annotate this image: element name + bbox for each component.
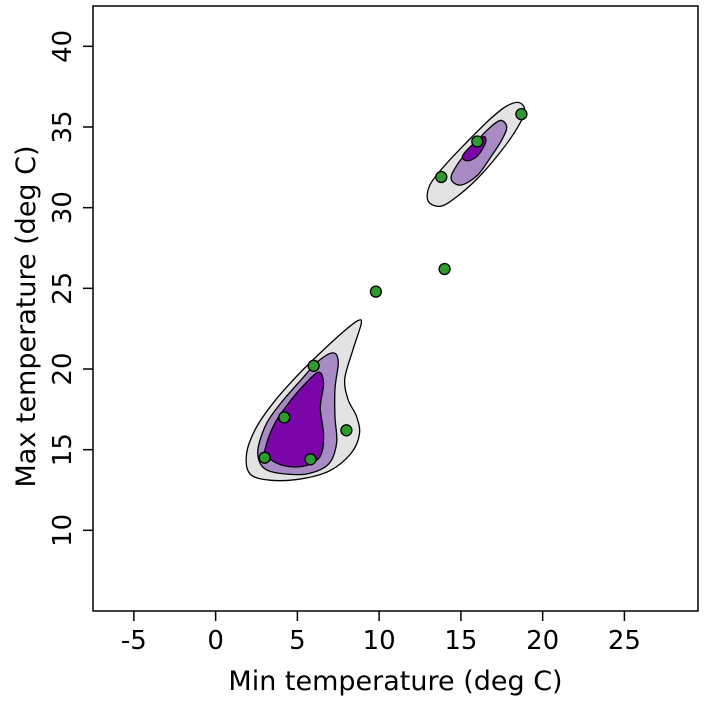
x-tick-label-5: 15 [444, 626, 477, 656]
y-axis: 10 15 20 25 30 35 40 [48, 30, 93, 547]
y-tick-label-6: 35 [48, 110, 78, 143]
x-tick-label-3: 5 [289, 626, 306, 656]
x-axis: -5 0 5 10 15 20 25 [121, 611, 641, 656]
y-tick-label-2: 15 [48, 433, 78, 466]
data-point-2 [278, 411, 291, 424]
y-tick-label-4: 25 [48, 272, 78, 305]
x-tick-label-7: 25 [608, 626, 641, 656]
data-points [258, 107, 528, 466]
data-point-5 [340, 424, 353, 437]
data-point-6 [369, 285, 383, 298]
y-tick-label-5: 30 [48, 191, 78, 224]
data-point-7 [435, 170, 448, 184]
plot-frame [92, 5, 699, 612]
x-tick-label-6: 20 [526, 626, 559, 656]
y-axis-title: Max temperature (deg C) [11, 145, 42, 487]
x-axis-title: Min temperature (deg C) [228, 666, 562, 697]
data-point-8 [438, 262, 451, 276]
data-point-10 [515, 107, 528, 121]
data-point-1 [258, 451, 271, 464]
x-tick-label-4: 10 [363, 626, 396, 656]
y-tick-label-1: 10 [48, 514, 78, 547]
contour-inner-region-1 [263, 371, 325, 468]
data-point-9 [471, 135, 484, 148]
density-contours [245, 101, 526, 482]
data-point-3 [304, 453, 317, 466]
x-tick-label-2: 0 [207, 626, 224, 656]
y-tick-label-3: 20 [48, 352, 78, 385]
x-tick-label-1: -5 [121, 626, 147, 656]
y-tick-label-7: 40 [48, 30, 78, 63]
data-point-4 [307, 359, 320, 372]
